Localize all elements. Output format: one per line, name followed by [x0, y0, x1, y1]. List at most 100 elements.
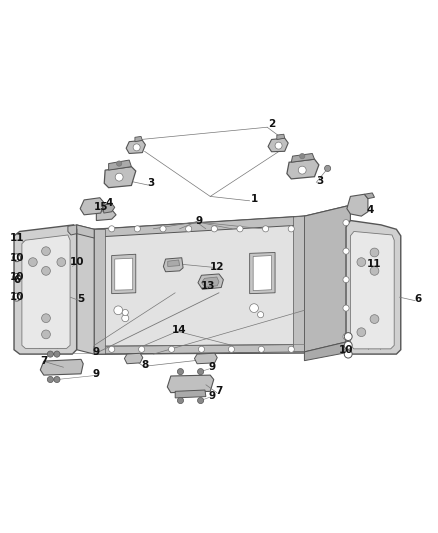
Circle shape: [109, 226, 115, 232]
Polygon shape: [163, 258, 183, 272]
Polygon shape: [94, 216, 304, 354]
Polygon shape: [250, 253, 275, 294]
Polygon shape: [94, 229, 105, 354]
Circle shape: [42, 330, 50, 339]
Circle shape: [114, 306, 123, 314]
Polygon shape: [304, 205, 350, 352]
Circle shape: [13, 273, 21, 281]
Circle shape: [133, 144, 140, 151]
Circle shape: [288, 346, 294, 352]
Circle shape: [343, 334, 349, 340]
Text: 10: 10: [9, 253, 24, 263]
Polygon shape: [168, 260, 180, 266]
Text: 13: 13: [201, 281, 215, 291]
Text: 4: 4: [367, 205, 374, 215]
Circle shape: [47, 376, 53, 383]
Circle shape: [198, 368, 204, 375]
Text: 9: 9: [93, 347, 100, 357]
Text: 11: 11: [367, 260, 382, 269]
Circle shape: [370, 248, 379, 257]
Polygon shape: [80, 198, 104, 215]
Text: 10: 10: [69, 257, 84, 267]
Polygon shape: [287, 159, 319, 179]
Text: 14: 14: [172, 325, 187, 335]
Polygon shape: [253, 255, 272, 290]
Text: 9: 9: [209, 362, 216, 372]
Circle shape: [343, 277, 349, 282]
Polygon shape: [304, 205, 350, 226]
Circle shape: [258, 312, 264, 318]
Circle shape: [343, 220, 349, 226]
Text: 12: 12: [209, 262, 224, 271]
Polygon shape: [112, 254, 136, 294]
Circle shape: [237, 226, 243, 232]
Circle shape: [370, 314, 379, 324]
Polygon shape: [77, 225, 94, 354]
Circle shape: [47, 351, 53, 357]
Text: 6: 6: [415, 294, 422, 304]
Polygon shape: [277, 134, 285, 140]
Circle shape: [370, 266, 379, 275]
Polygon shape: [347, 194, 368, 216]
Text: 9: 9: [209, 391, 216, 401]
Text: 15: 15: [93, 203, 108, 212]
Circle shape: [298, 166, 306, 174]
Text: 10: 10: [9, 272, 24, 282]
Circle shape: [288, 226, 294, 232]
Text: 7: 7: [215, 386, 223, 397]
Circle shape: [250, 304, 258, 312]
Text: 5: 5: [78, 294, 85, 304]
Text: 3: 3: [316, 176, 323, 186]
Polygon shape: [135, 136, 142, 142]
Text: 10: 10: [339, 345, 353, 355]
Text: 4: 4: [106, 198, 113, 208]
Circle shape: [54, 351, 60, 357]
Circle shape: [13, 254, 21, 262]
Circle shape: [344, 333, 352, 341]
Polygon shape: [167, 375, 214, 393]
Circle shape: [177, 368, 184, 375]
Polygon shape: [96, 209, 116, 221]
Polygon shape: [268, 138, 288, 152]
Circle shape: [42, 266, 50, 275]
Polygon shape: [104, 167, 136, 188]
Circle shape: [134, 226, 141, 232]
Polygon shape: [194, 353, 217, 364]
Polygon shape: [94, 344, 304, 354]
Text: 6: 6: [13, 274, 20, 285]
Circle shape: [300, 154, 305, 159]
Circle shape: [160, 226, 166, 232]
Polygon shape: [94, 216, 304, 237]
Circle shape: [343, 248, 349, 254]
Text: 8: 8: [141, 360, 148, 370]
Circle shape: [275, 142, 282, 149]
Text: 1: 1: [251, 193, 258, 204]
Polygon shape: [14, 225, 77, 354]
Circle shape: [357, 258, 366, 266]
Circle shape: [262, 226, 268, 232]
Polygon shape: [291, 154, 314, 162]
Polygon shape: [304, 341, 350, 361]
Polygon shape: [103, 204, 115, 213]
Circle shape: [325, 165, 331, 172]
Circle shape: [177, 398, 184, 403]
Circle shape: [344, 342, 352, 349]
Polygon shape: [109, 160, 131, 170]
Circle shape: [344, 350, 352, 358]
Circle shape: [28, 258, 37, 266]
Circle shape: [122, 310, 128, 316]
Circle shape: [258, 346, 265, 352]
Circle shape: [357, 328, 366, 336]
Polygon shape: [364, 193, 374, 199]
Circle shape: [42, 247, 50, 255]
Text: 10: 10: [9, 292, 24, 302]
Text: 2: 2: [268, 119, 275, 129]
Polygon shape: [350, 231, 394, 349]
Circle shape: [57, 258, 66, 266]
Polygon shape: [77, 225, 94, 238]
Polygon shape: [175, 390, 206, 398]
Polygon shape: [198, 274, 223, 289]
Circle shape: [138, 346, 145, 352]
Polygon shape: [115, 258, 133, 290]
Circle shape: [13, 293, 21, 301]
